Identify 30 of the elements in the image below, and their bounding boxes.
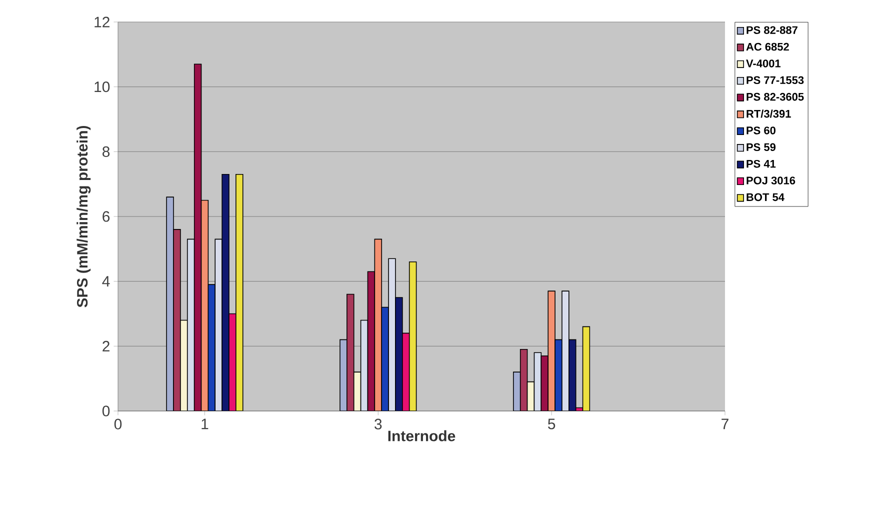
legend-label: PS 59 <box>746 143 776 152</box>
x-tick-label: 0 <box>114 418 122 430</box>
legend-label: BOT 54 <box>746 193 784 202</box>
y-tick-label: 10 <box>94 82 110 92</box>
legend-label: PS 60 <box>746 126 776 134</box>
y-tick-label: 4 <box>102 276 110 286</box>
y-axis-title: SPS (mM/min/mg protein) <box>76 126 91 308</box>
legend-label: POJ 3016 <box>746 176 796 184</box>
x-tick-label: 7 <box>722 418 728 430</box>
legend-label: PS 82-887 <box>746 26 798 34</box>
bar <box>200 200 209 411</box>
x-tick-label: 3 <box>374 418 382 430</box>
y-tick-label: 12 <box>94 16 110 28</box>
y-tick-label: 6 <box>102 211 110 222</box>
x-tick-label: 5 <box>548 418 556 430</box>
y-tick-label: 2 <box>102 340 110 352</box>
legend-label: PS 41 <box>746 160 776 168</box>
bar <box>526 381 535 411</box>
y-tick-label: 8 <box>102 146 110 157</box>
legend-label: PS 77-1553 <box>746 76 804 84</box>
y-tick-label: 0 <box>102 406 110 416</box>
legend-label: PS 82-3605 <box>746 92 804 101</box>
bar <box>534 352 542 411</box>
legend-label: RT/3/391 <box>746 110 791 118</box>
bar <box>582 326 590 411</box>
bar <box>360 320 368 411</box>
x-axis-title: Internode <box>388 430 456 442</box>
x-tick-label: 1 <box>202 418 208 430</box>
legend-label: AC 6852 <box>746 42 789 51</box>
legend-label: V-4001 <box>746 60 781 68</box>
